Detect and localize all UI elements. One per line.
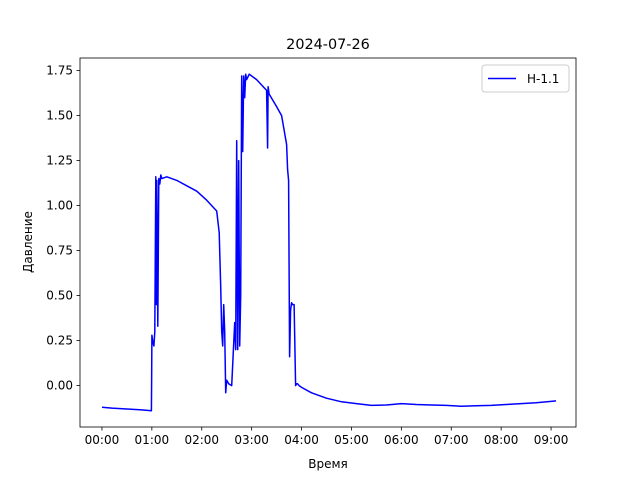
legend: H-1.1 [481, 64, 570, 93]
y-tick-label: 0.25 [46, 334, 73, 348]
x-tick-label: 06:00 [384, 433, 419, 447]
series-line-h-1-1 [101, 73, 557, 412]
y-tick-label: 0.50 [46, 289, 73, 303]
legend-box [481, 64, 570, 93]
x-tick-label: 00:00 [85, 433, 120, 447]
y-tick-label: 1.25 [46, 154, 73, 168]
x-tick-label: 09:00 [534, 433, 569, 447]
chart-title: 2024-07-26 [286, 37, 370, 53]
x-tick-label: 08:00 [484, 433, 519, 447]
y-tick-label: 0.00 [46, 379, 73, 393]
x-axis-label: Время [308, 457, 348, 471]
x-tick-label: 03:00 [234, 433, 269, 447]
y-tick-label: 1.50 [46, 109, 73, 123]
y-axis-label: Давление [21, 211, 35, 273]
y-tick-label: 1.75 [46, 64, 73, 78]
x-axis-ticks: 00:00 01:00 02:00 03:00 04:00 05:00 06:00 07:00… [85, 427, 569, 447]
x-tick-label: 04:00 [284, 433, 319, 447]
plot-area-frame [79, 57, 577, 428]
x-tick-label: 01:00 [135, 433, 170, 447]
y-tick-label: 0.75 [46, 244, 73, 258]
x-tick-label: 02:00 [184, 433, 219, 447]
y-tick-label: 1.00 [46, 199, 73, 213]
y-axis-ticks: 0.00 0.25 0.50 0.75 1.00 1.25 1.50 1.75 [46, 64, 80, 393]
x-tick-label: 05:00 [334, 433, 369, 447]
x-tick-label: 07:00 [434, 433, 469, 447]
legend-label-h-1-1: H-1.1 [527, 72, 559, 86]
